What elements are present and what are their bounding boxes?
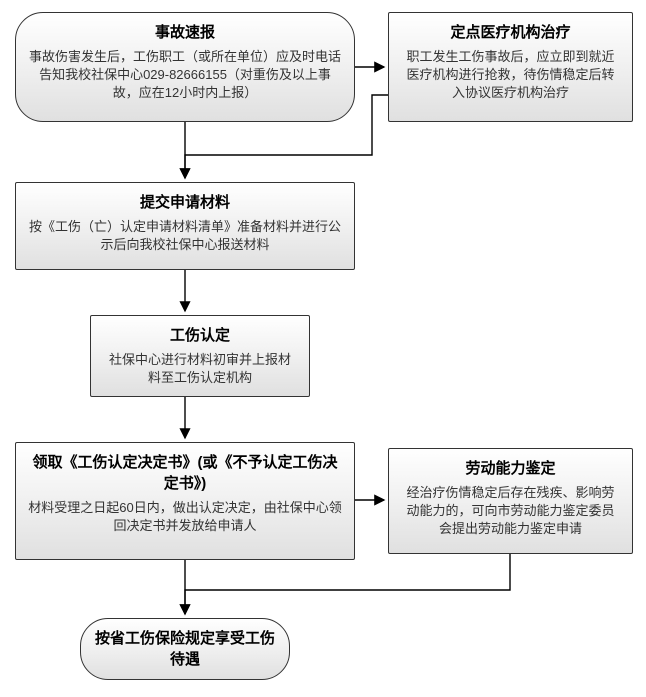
node-receive-decision: 领取《工伤认定决定书》(或《不予认定工伤决定书》) 材料受理之日起60日内，做出… (15, 442, 355, 560)
node-capacity-assessment: 劳动能力鉴定 经治疗伤情稳定后存在残疾、影响劳动能力的，可向市劳动能力鉴定委员会… (388, 448, 633, 554)
node-title: 工伤认定 (103, 324, 297, 345)
node-body: 按《工伤（亡）认定申请材料清单》准备材料并进行公示后向我校社保中心报送材料 (28, 218, 342, 254)
node-body: 材料受理之日起60日内，做出认定决定，由社保中心领回决定书并发放给申请人 (28, 499, 342, 535)
node-submit-materials: 提交申请材料 按《工伤（亡）认定申请材料清单》准备材料并进行公示后向我校社保中心… (15, 182, 355, 270)
node-title: 劳动能力鉴定 (401, 457, 620, 478)
node-injury-determination: 工伤认定 社保中心进行材料初审并上报材料至工伤认定机构 (90, 315, 310, 397)
flow-edge (185, 554, 510, 614)
node-title: 事故速报 (28, 21, 342, 42)
node-accident-report: 事故速报 事故伤害发生后，工伤职工（或所在单位）应及时电话告知我校社保中心029… (15, 12, 355, 122)
node-title: 领取《工伤认定决定书》(或《不予认定工伤决定书》) (28, 451, 342, 493)
node-enjoy-benefits: 按省工伤保险规定享受工伤待遇 (80, 618, 290, 680)
node-medical-treatment: 定点医疗机构治疗 职工发生工伤事故后，应立即到就近医疗机构进行抢救，待伤情稳定后… (388, 12, 633, 122)
node-title: 提交申请材料 (28, 191, 342, 212)
node-body: 事故伤害发生后，工伤职工（或所在单位）应及时电话告知我校社保中心029-8266… (28, 48, 342, 103)
node-title: 按省工伤保险规定享受工伤待遇 (93, 627, 277, 669)
node-body: 社保中心进行材料初审并上报材料至工伤认定机构 (103, 351, 297, 387)
node-body: 经治疗伤情稳定后存在残疾、影响劳动能力的，可向市劳动能力鉴定委员会提出劳动能力鉴… (401, 484, 620, 539)
node-title: 定点医疗机构治疗 (401, 21, 620, 42)
node-body: 职工发生工伤事故后，应立即到就近医疗机构进行抢救，待伤情稳定后转入协议医疗机构治… (401, 48, 620, 103)
